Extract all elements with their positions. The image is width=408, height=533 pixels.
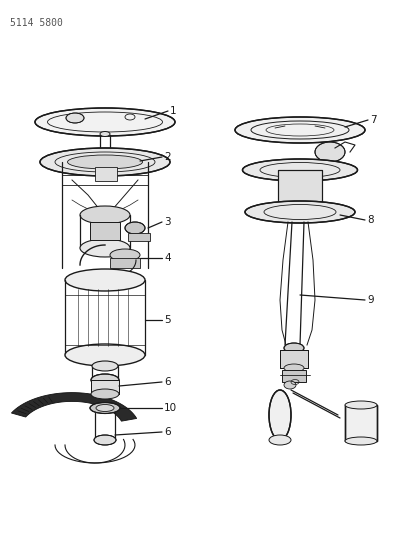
Text: 9: 9 [367, 295, 374, 305]
Ellipse shape [65, 269, 145, 291]
Ellipse shape [345, 401, 377, 409]
Ellipse shape [94, 435, 116, 445]
Text: 10: 10 [164, 403, 177, 413]
Bar [91, 380, 119, 394]
Text: 4: 4 [164, 253, 171, 263]
Ellipse shape [245, 201, 355, 223]
Text: 2: 2 [164, 152, 171, 162]
Bar [128, 233, 150, 241]
Text: 5: 5 [164, 315, 171, 325]
Ellipse shape [269, 435, 291, 445]
Ellipse shape [40, 148, 170, 176]
Text: 5114 5800: 5114 5800 [10, 18, 63, 28]
Text: 3: 3 [164, 217, 171, 227]
Text: 1: 1 [170, 106, 177, 116]
Text: 7: 7 [370, 115, 377, 125]
Bar [345, 405, 377, 441]
Bar [90, 222, 120, 240]
Ellipse shape [66, 113, 84, 123]
Ellipse shape [110, 249, 140, 261]
Ellipse shape [100, 132, 110, 136]
Ellipse shape [96, 405, 114, 411]
Bar [110, 258, 140, 268]
Ellipse shape [80, 239, 130, 257]
Bar [91, 380, 119, 394]
Bar [280, 350, 308, 368]
Polygon shape [11, 393, 137, 421]
Ellipse shape [284, 364, 304, 372]
Ellipse shape [235, 117, 365, 143]
Bar [90, 222, 120, 240]
Ellipse shape [284, 343, 304, 353]
Ellipse shape [125, 222, 145, 234]
Text: 6: 6 [164, 377, 171, 387]
Ellipse shape [67, 155, 142, 169]
Ellipse shape [269, 390, 291, 440]
Ellipse shape [91, 374, 119, 386]
Bar [345, 405, 377, 441]
Bar [278, 170, 322, 208]
Ellipse shape [345, 437, 377, 445]
Ellipse shape [65, 344, 145, 366]
Bar [280, 350, 308, 368]
Ellipse shape [315, 142, 345, 162]
Text: 8: 8 [367, 215, 374, 225]
Ellipse shape [35, 108, 175, 136]
Ellipse shape [90, 402, 120, 414]
Ellipse shape [91, 389, 119, 399]
Ellipse shape [284, 381, 296, 389]
Text: 6: 6 [164, 427, 171, 437]
Ellipse shape [80, 206, 130, 224]
Bar [95, 167, 117, 181]
Ellipse shape [92, 361, 118, 371]
Ellipse shape [242, 159, 357, 181]
Bar [282, 370, 306, 382]
Bar [278, 170, 322, 208]
